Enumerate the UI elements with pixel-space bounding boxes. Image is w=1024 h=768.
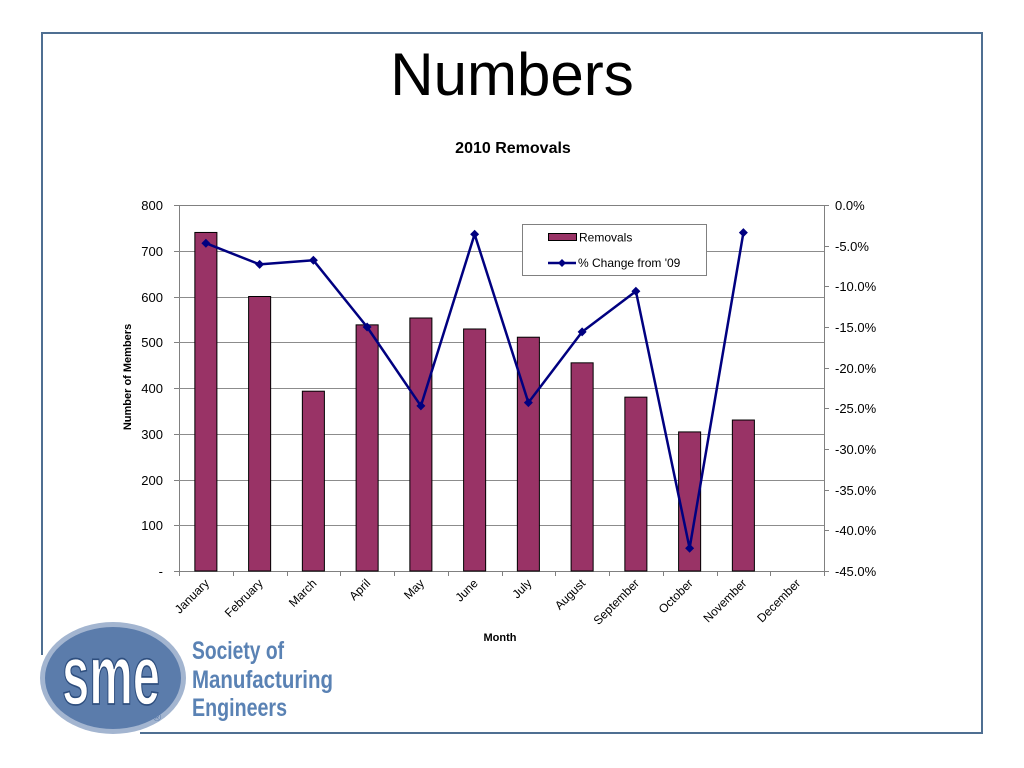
category-label-september: September	[591, 576, 642, 627]
right-axis-tick-label: -15.0%	[835, 320, 877, 335]
legend-swatch-removals	[548, 233, 577, 241]
right-axis-tick-label: 0.0%	[835, 198, 865, 213]
slide-frame	[41, 32, 983, 734]
point-march	[308, 255, 318, 265]
category-label-march: March	[286, 576, 319, 609]
logo-name-line-1: Society of	[192, 637, 285, 665]
category-label-august: August	[552, 576, 589, 613]
point-november	[738, 228, 748, 238]
bar-november	[731, 419, 755, 572]
point-october	[685, 543, 695, 553]
point-june	[470, 229, 480, 239]
right-axis-tick-label: -35.0%	[835, 483, 877, 498]
category-label-december: December	[754, 576, 803, 625]
left-axis-tick-label: 800	[141, 198, 163, 213]
bar-may	[409, 317, 433, 572]
left-axis: - 100 200 300 400 500 600 700 800	[141, 198, 179, 579]
legend-box	[522, 224, 707, 276]
chart: 2010 Removals -100200300400500600700800 …	[122, 140, 877, 644]
category-label-july: July	[510, 576, 535, 601]
point-april	[362, 322, 372, 332]
point-may	[416, 401, 426, 411]
category-label-october: October	[656, 576, 696, 616]
category-label-june: June	[452, 576, 481, 605]
right-axis-tick-label: -40.0%	[835, 523, 877, 538]
slide-title: Numbers	[390, 41, 633, 108]
bar-march	[301, 390, 325, 572]
point-january	[201, 238, 211, 248]
legend: Removals % Change from '09	[522, 224, 707, 276]
logo-name-line-2: Manufacturing	[192, 666, 333, 694]
point-july	[523, 398, 533, 408]
bar-january	[194, 231, 218, 572]
point-february	[255, 259, 265, 269]
left-axis-tick-label: 700	[141, 244, 163, 259]
chart-title: 2010 Removals	[455, 140, 571, 157]
right-axis: -45.0% -40.0% -35.0% -30.0% -25.0% -20.0% -15.…	[824, 198, 877, 579]
left-axis-tick-label: 500	[141, 335, 163, 350]
logo-mark-text: sme	[62, 629, 160, 722]
left-axis-tick-label: -	[159, 564, 163, 579]
category-axis: January February March April May June July Augu…	[172, 571, 825, 628]
right-axis-tick-label: -10.0%	[835, 279, 877, 294]
category-label-april: April	[346, 576, 373, 603]
right-axis-tick-label: -20.0%	[835, 361, 877, 376]
bar-series-removals	[194, 231, 755, 572]
left-axis-tick-label: 300	[141, 427, 163, 442]
category-label-may: May	[401, 576, 427, 602]
sme-logo: sme ® Society of Manufacturing Engineers	[40, 622, 333, 734]
legend-diamond-marker	[558, 259, 566, 267]
gridlines	[179, 251, 824, 526]
line-series-change-from-09	[201, 228, 748, 553]
right-axis-tick-label: -5.0%	[835, 239, 869, 254]
logo-registered-mark: ®	[153, 712, 161, 724]
right-axis-tick-label: -45.0%	[835, 564, 877, 579]
point-september	[631, 286, 641, 296]
left-axis-tick-label: 200	[141, 473, 163, 488]
bar-august	[570, 362, 594, 572]
logo-name-line-3: Engineers	[192, 694, 287, 722]
left-axis-tick-label: 100	[141, 518, 163, 533]
legend-label-change-from-09: % Change from '09	[578, 256, 681, 270]
bar-april	[355, 324, 379, 572]
bar-june	[463, 328, 487, 572]
legend-label-removals: Removals	[579, 231, 632, 245]
left-axis-tick-label: 600	[141, 290, 163, 305]
category-label-january: January	[172, 576, 212, 616]
bar-july	[516, 336, 540, 572]
bar-september	[624, 396, 648, 572]
logo-oval	[45, 627, 181, 729]
x-axis-title: Month	[484, 632, 517, 644]
category-label-february: February	[222, 576, 266, 620]
y-axis-title: Number of Members	[122, 324, 134, 430]
point-august	[577, 327, 587, 337]
bar-february	[248, 296, 272, 572]
right-axis-tick-label: -30.0%	[835, 442, 877, 457]
left-axis-tick-label: 400	[141, 381, 163, 396]
category-label-november: November	[700, 576, 749, 625]
right-axis-tick-label: -25.0%	[835, 401, 877, 416]
